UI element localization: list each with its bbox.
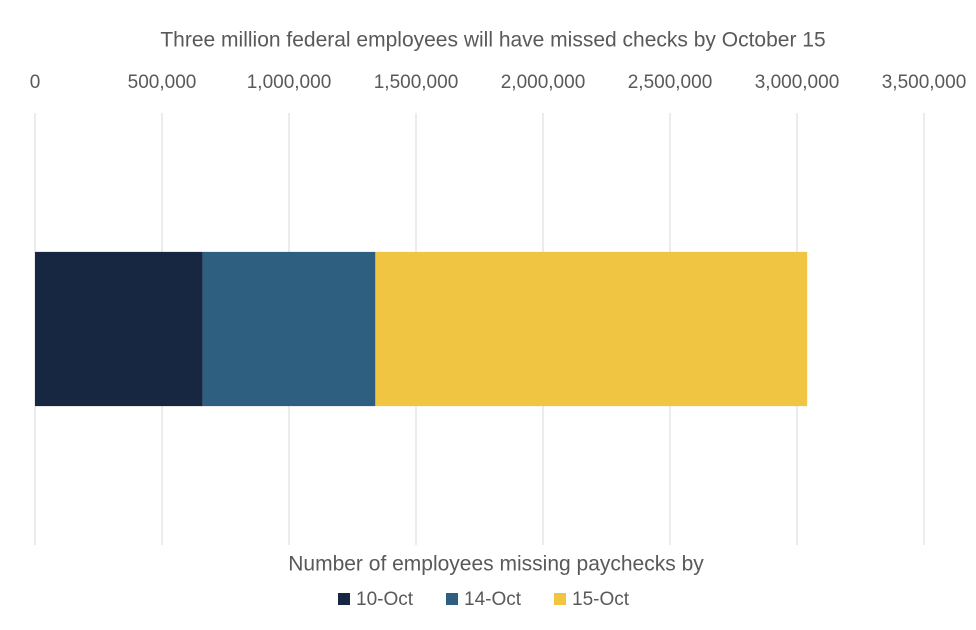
legend-swatch [338,593,350,605]
x-tick-label: 3,500,000 [882,72,967,93]
x-tick-label: 3,000,000 [755,72,840,93]
legend-swatch [446,593,458,605]
legend-label: 10-Oct [356,589,414,610]
legend-swatch [554,593,566,605]
x-tick-label: 1,000,000 [247,72,332,93]
legend-label: 15-Oct [572,589,630,610]
x-tick-label: 2,500,000 [628,72,713,93]
x-tick-label: 2,000,000 [501,72,586,93]
x-tick-label: 0 [30,72,41,93]
chart-title: Three million federal employees will hav… [160,29,825,52]
bar-segment [202,251,376,407]
bar-segment [375,251,808,407]
legend-label: 14-Oct [464,589,522,610]
x-tick-label: 1,500,000 [374,72,459,93]
x-axis-label: Number of employees missing paychecks by [288,553,704,576]
x-tick-label: 500,000 [128,72,197,93]
bar-segment [35,251,203,407]
